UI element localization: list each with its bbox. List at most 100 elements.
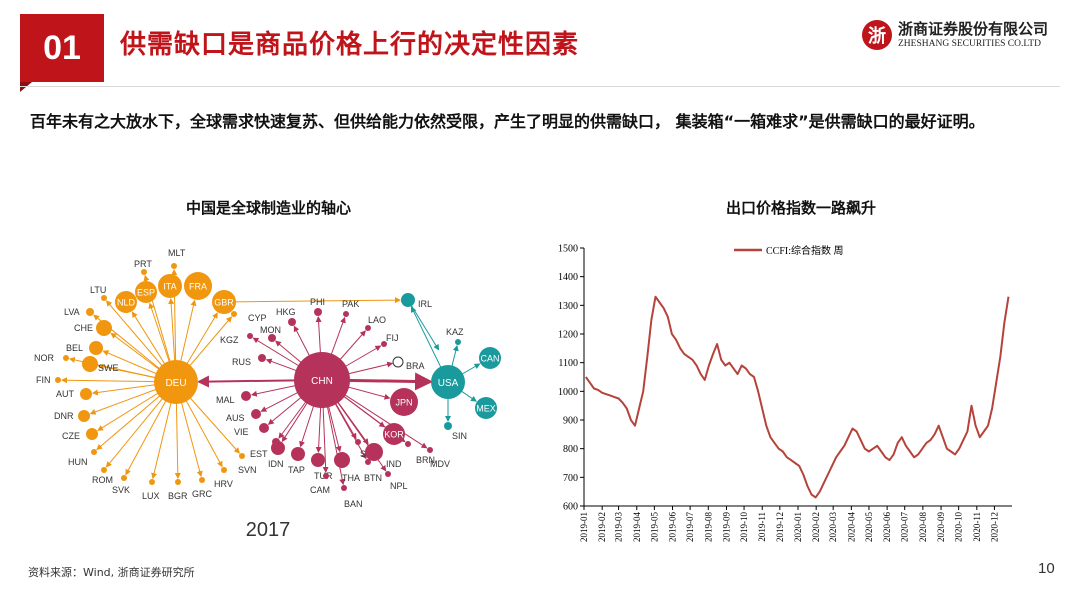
network-year-label: 2017 — [246, 519, 291, 541]
country-label: DNR — [54, 411, 74, 421]
country-label: MAL — [216, 395, 235, 405]
country-node-marker — [392, 356, 404, 368]
country-node: NOR — [34, 353, 69, 363]
country-node-marker — [365, 443, 383, 461]
country-label: ITA — [163, 282, 176, 292]
network-nodes: PRT MLT ESP ITA FRA GBR NLD LTU LVA CHE BEL SWE NOR F… — [34, 248, 501, 509]
country-label: HRV — [214, 479, 233, 489]
page-title: 供需缺口是商品价格上行的决定性因素 — [120, 30, 580, 60]
chart-legend: CCFI:综合指数 周 — [734, 244, 844, 257]
country-node-marker — [288, 318, 296, 326]
country-label: LAO — [368, 315, 386, 325]
country-node-marker — [149, 479, 155, 485]
country-node: MEX — [475, 397, 497, 419]
country-node: GRC — [192, 477, 213, 499]
country-label: GRC — [192, 489, 213, 499]
country-node: SVN — [238, 453, 257, 475]
country-label: IRL — [418, 299, 432, 309]
country-node: HUN — [68, 449, 97, 467]
country-node: MDV — [427, 447, 450, 469]
country-node: CYP — [231, 311, 267, 323]
country-node: IND — [365, 443, 402, 469]
country-node: PHI — [310, 297, 325, 316]
hub-node-marker — [431, 365, 465, 399]
hub-node: CHN — [294, 352, 350, 408]
logo-emblem-icon: 浙 — [862, 20, 892, 50]
country-label: BEL — [66, 343, 83, 353]
x-tick-label: 2020-03 — [828, 512, 838, 542]
hub-label: CHN — [311, 376, 333, 387]
x-tick-label: 2019-11 — [757, 512, 767, 542]
country-label: HKG — [276, 307, 296, 317]
header-divider — [20, 86, 1060, 87]
country-label: SVK — [112, 485, 130, 495]
country-node-marker — [323, 473, 329, 479]
country-label: KGZ — [220, 335, 239, 345]
country-node-marker — [383, 423, 405, 445]
country-label: LVA — [64, 307, 80, 317]
country-node-marker — [291, 447, 305, 461]
country-node-marker — [135, 281, 157, 303]
y-tick-label: 800 — [563, 444, 578, 455]
country-node: GBR — [212, 290, 236, 314]
y-tick-label: 1300 — [558, 301, 578, 312]
country-label: SWE — [98, 363, 119, 373]
country-node: BRA — [392, 356, 425, 371]
line-chart-title: 出口价格指数一路飙升 — [726, 199, 877, 217]
country-label: NOR — [34, 353, 55, 363]
country-node: FRA — [184, 272, 212, 300]
country-node: CAN — [479, 347, 501, 369]
x-tick-label: 2020-09 — [936, 512, 946, 542]
y-tick-label: 900 — [563, 416, 578, 427]
country-node: ROM — [92, 467, 113, 485]
company-logo: 浙 浙商证券股份有限公司 ZHESHANG SECURITIES CO.LTD — [862, 18, 1062, 54]
country-node-marker — [455, 339, 461, 345]
country-label: KOR — [384, 430, 404, 440]
country-node: FIJ — [381, 333, 399, 347]
country-label: FIN — [36, 375, 51, 385]
country-node: SIN — [444, 422, 467, 441]
hub-label: DEU — [165, 378, 186, 389]
country-node: NLD — [115, 291, 137, 313]
country-label: VIE — [234, 427, 249, 437]
x-tick-label: 2019-10 — [739, 512, 749, 542]
y-tick-label: 600 — [563, 502, 578, 513]
country-node: IDN — [268, 441, 285, 469]
country-node-marker — [184, 272, 212, 300]
x-tick-label: 2020-02 — [811, 512, 821, 542]
country-label: NPL — [390, 481, 408, 491]
country-node-marker — [78, 410, 90, 422]
hub-node-marker — [294, 352, 350, 408]
country-node-marker — [171, 263, 177, 269]
x-tick-label: 2020-12 — [989, 512, 999, 542]
country-node: DNR — [54, 410, 90, 422]
country-node-marker — [199, 477, 205, 483]
x-tick-label: 2020-07 — [900, 512, 910, 542]
country-node-marker — [251, 409, 261, 419]
page-number: 10 — [1038, 560, 1055, 577]
country-label: AUT — [56, 389, 75, 399]
country-node: JPN — [390, 388, 418, 416]
country-node-marker — [115, 291, 137, 313]
hub-node: DEU — [154, 360, 198, 404]
country-node-marker — [221, 467, 227, 473]
x-tick-label: 2020-06 — [882, 512, 892, 542]
country-label: BTN — [364, 473, 382, 483]
country-label: LUX — [142, 491, 160, 501]
country-label: AUS — [226, 413, 245, 423]
country-label: MDV — [430, 459, 450, 469]
country-node: BGR — [168, 479, 188, 501]
country-node: LUX — [142, 479, 160, 501]
country-node: FIN — [36, 375, 61, 385]
x-tick-label: 2019-03 — [614, 512, 624, 542]
x-tick-label: 2020-05 — [864, 512, 874, 542]
country-node: NPL — [385, 471, 408, 491]
country-node: MLT — [168, 248, 186, 269]
country-node: IRL — [401, 293, 432, 309]
country-label: MON — [260, 325, 281, 335]
hub-label: USA — [438, 378, 459, 389]
country-node-marker — [91, 449, 97, 455]
country-node: BTN — [364, 459, 382, 483]
country-label: SVN — [238, 465, 257, 475]
country-node: ESP — [135, 281, 157, 303]
